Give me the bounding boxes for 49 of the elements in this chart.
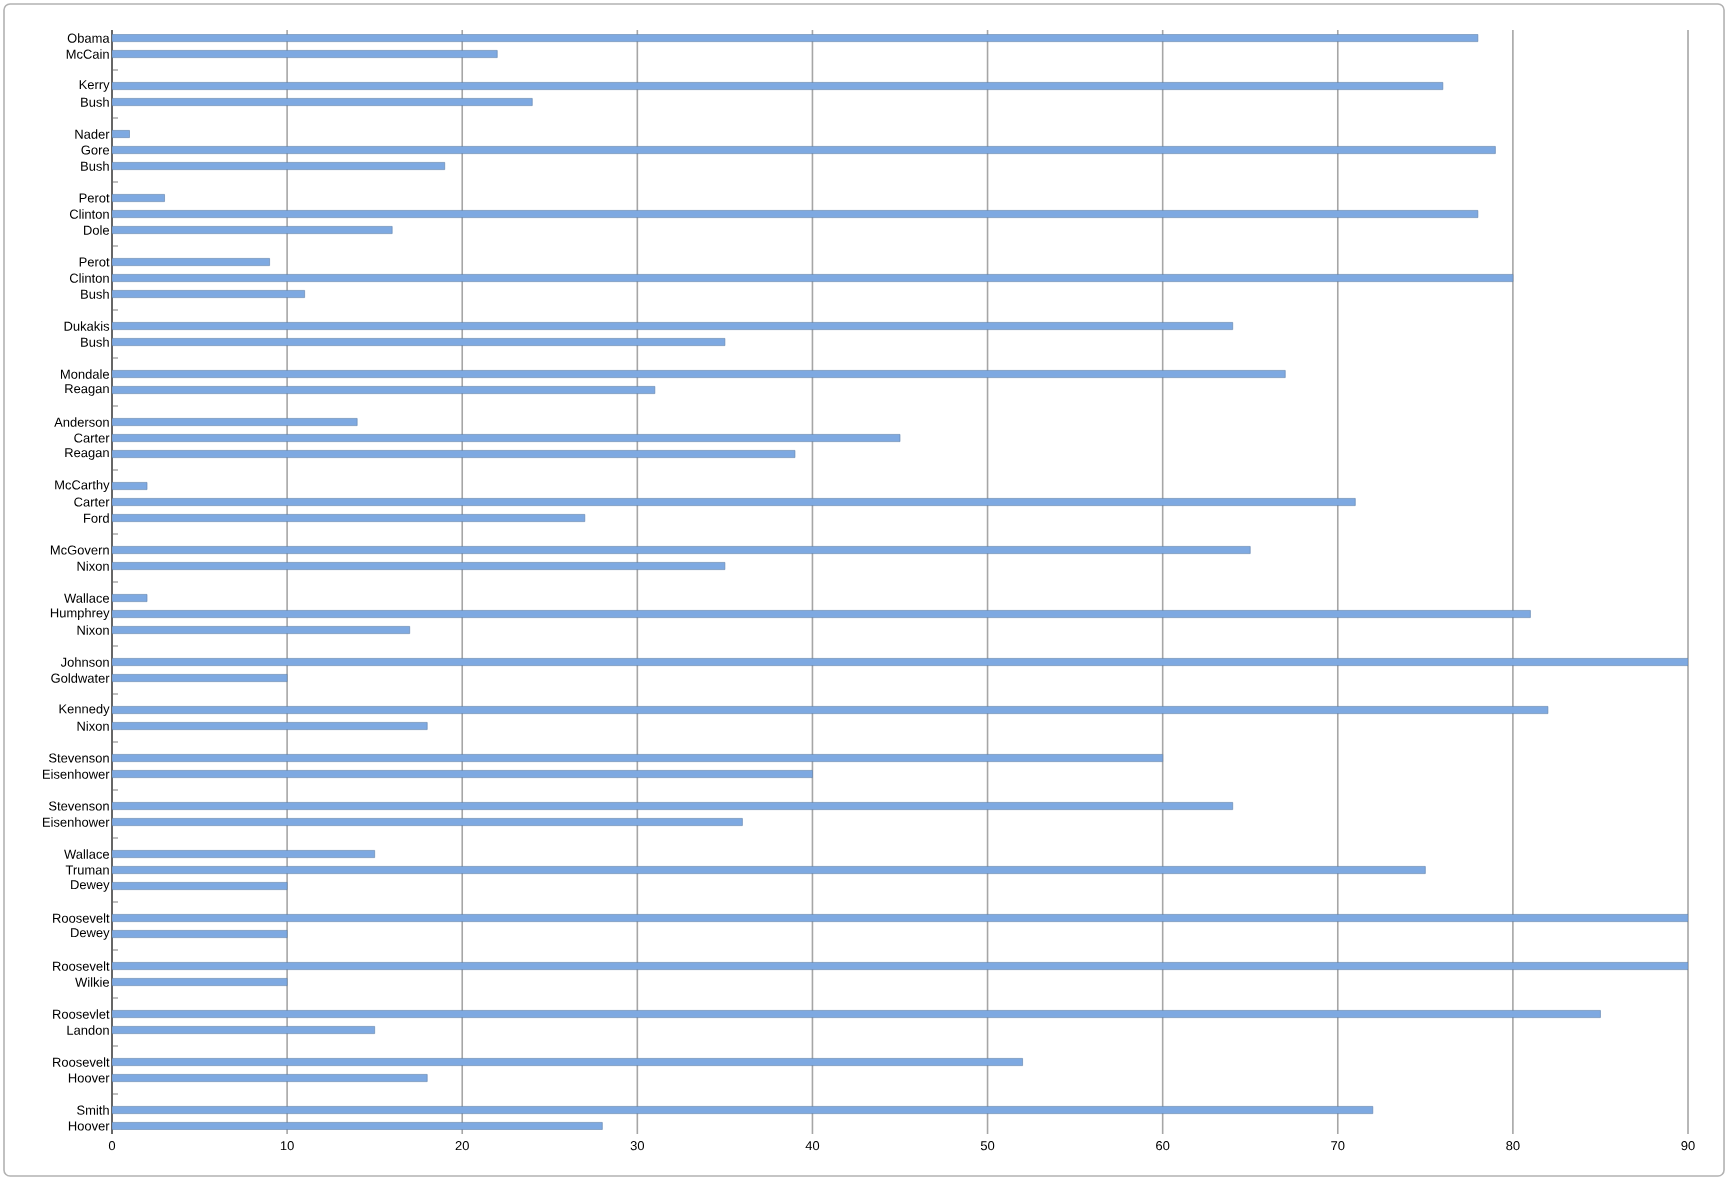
bar	[112, 978, 288, 986]
bar	[112, 146, 1496, 154]
bar	[112, 386, 656, 394]
bar	[112, 498, 1356, 506]
bar	[112, 434, 901, 442]
bar	[112, 882, 288, 890]
bar	[112, 1122, 603, 1130]
bar	[112, 626, 410, 634]
bar	[112, 322, 1234, 330]
bar	[112, 914, 1689, 922]
bar	[112, 722, 428, 730]
bar	[112, 370, 1286, 378]
bar	[112, 930, 288, 938]
bar	[112, 482, 148, 490]
bar	[112, 82, 1444, 90]
bar	[112, 1026, 375, 1034]
bar	[112, 706, 1549, 714]
bar	[112, 274, 1514, 282]
bar	[112, 130, 130, 138]
bar	[112, 194, 165, 202]
bar	[112, 866, 1426, 874]
bar	[112, 1106, 1374, 1114]
bar	[112, 514, 586, 522]
bar	[112, 98, 533, 106]
bar	[112, 226, 393, 234]
bar	[112, 1074, 428, 1082]
bar	[112, 546, 1251, 554]
bar	[112, 50, 498, 58]
bar	[112, 818, 743, 826]
bar	[112, 162, 446, 170]
bar	[112, 802, 1234, 810]
bar	[112, 338, 726, 346]
bar	[112, 610, 1531, 618]
bar	[112, 450, 796, 458]
bar	[112, 562, 726, 570]
bar	[112, 34, 1479, 42]
bar	[112, 290, 305, 298]
bar	[112, 658, 1689, 666]
bar	[112, 210, 1479, 218]
bar	[112, 962, 1689, 970]
bar	[112, 1010, 1601, 1018]
bar	[112, 258, 270, 266]
bar	[112, 850, 375, 858]
bar	[112, 594, 148, 602]
bar	[112, 770, 813, 778]
bar	[112, 418, 358, 426]
bar	[112, 754, 1163, 762]
bar	[112, 1058, 1023, 1066]
bar	[112, 674, 288, 682]
